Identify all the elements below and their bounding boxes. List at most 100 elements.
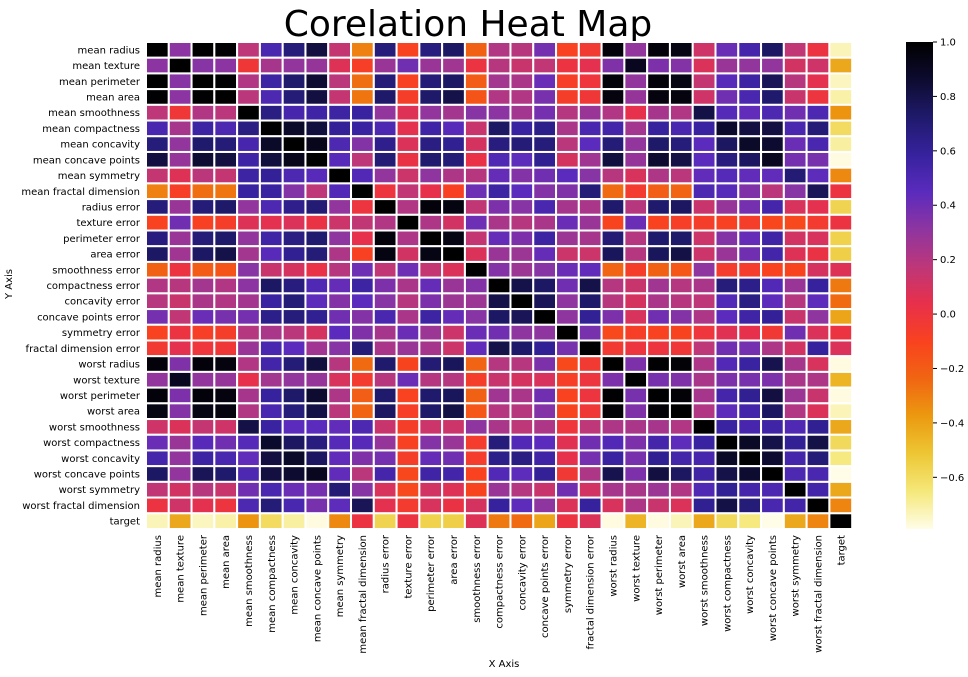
heatmap-cell	[760, 386, 785, 405]
heatmap-cell	[782, 308, 808, 326]
heatmap-cell	[737, 135, 763, 153]
heatmap-cell	[350, 135, 375, 153]
heatmap-cell	[646, 355, 671, 373]
heatmap-cell	[304, 276, 330, 295]
heatmap-cell	[646, 370, 671, 389]
heatmap-cell	[600, 41, 626, 59]
heatmap-cell	[600, 386, 626, 405]
heatmap-cell	[145, 402, 170, 421]
heatmap-cell	[532, 386, 558, 405]
heatmap-cell	[577, 480, 603, 499]
x-tick-label: mean texture	[176, 535, 187, 603]
heatmap-cell	[167, 292, 193, 311]
heatmap-cell	[145, 308, 170, 326]
heatmap-cell	[258, 402, 284, 421]
heatmap-cell	[600, 182, 626, 201]
heatmap-cell	[213, 41, 239, 59]
heatmap-cell	[782, 386, 808, 405]
heatmap-cell	[441, 182, 466, 201]
heatmap-cell	[555, 135, 580, 153]
heatmap-cell	[668, 480, 694, 499]
heatmap-cell	[737, 480, 763, 499]
heatmap-cell	[555, 418, 580, 436]
y-tick-label: mean area	[86, 92, 140, 103]
heatmap-cell	[167, 182, 193, 201]
y-tick-label: symmetry error	[62, 328, 141, 339]
heatmap-cell	[737, 496, 763, 515]
heatmap-cell	[486, 355, 512, 373]
heatmap-cell	[281, 135, 307, 153]
x-tick-label: worst radius	[608, 535, 619, 597]
heatmap-cell	[463, 198, 489, 216]
heatmap-cell	[714, 119, 740, 138]
heatmap-cell	[418, 103, 444, 122]
heatmap-cell	[782, 512, 808, 531]
x-tick-label: mean perimeter	[198, 534, 209, 616]
heatmap-cell	[167, 465, 193, 483]
x-tick-label: mean smoothness	[244, 535, 255, 627]
heatmap-cell	[145, 213, 170, 232]
heatmap-cell	[418, 245, 444, 263]
heatmap-cell	[463, 260, 489, 279]
heatmap-cell	[691, 119, 717, 138]
heatmap-cell	[532, 229, 558, 248]
heatmap-cell	[555, 229, 580, 248]
heatmap-cell	[213, 465, 239, 483]
heatmap-cell	[418, 449, 444, 468]
heatmap-cell	[441, 355, 466, 373]
heatmap-cell	[304, 88, 330, 106]
heatmap-cell	[509, 496, 535, 515]
heatmap-cell	[600, 512, 626, 531]
heatmap-cell	[782, 213, 808, 232]
heatmap-cell	[418, 88, 444, 106]
heatmap-cell	[236, 150, 261, 169]
heatmap-cell	[395, 370, 421, 389]
heatmap-cell	[691, 245, 717, 263]
heatmap-cell	[805, 41, 831, 59]
heatmap-cell	[167, 480, 193, 499]
heatmap-cell	[646, 418, 671, 436]
heatmap-cell	[577, 418, 603, 436]
heatmap-cell	[509, 119, 535, 138]
heatmap-cell	[258, 418, 284, 436]
heatmap-cell	[190, 292, 216, 311]
heatmap-cell	[281, 418, 307, 436]
heatmap-cell	[623, 229, 649, 248]
heatmap-cell	[327, 150, 353, 169]
heatmap-cell	[350, 402, 375, 421]
heatmap-cell	[304, 150, 330, 169]
heatmap-cell	[509, 41, 535, 59]
heatmap-cell	[600, 213, 626, 232]
heatmap-cell	[372, 103, 398, 122]
heatmap-cell	[509, 323, 535, 342]
x-tick-label: mean area	[221, 535, 232, 589]
heatmap-cell	[532, 433, 558, 452]
heatmap-cell	[213, 339, 239, 358]
heatmap-cell	[737, 370, 763, 389]
heatmap-cell	[714, 370, 740, 389]
heatmap-cell	[327, 245, 353, 263]
heatmap-cell	[828, 449, 854, 468]
heatmap-cell	[805, 339, 831, 358]
heatmap-cell	[258, 135, 284, 153]
heatmap-cell	[714, 418, 740, 436]
heatmap-cell	[623, 465, 649, 483]
heatmap-cell	[623, 323, 649, 342]
heatmap-cell	[486, 150, 512, 169]
heatmap-cell	[486, 386, 512, 405]
heatmap-cell	[395, 260, 421, 279]
heatmap-cell	[395, 323, 421, 342]
heatmap-cell	[600, 56, 626, 75]
heatmap-cell	[486, 135, 512, 153]
y-axis-label: Y Axis	[4, 269, 15, 300]
heatmap-cell	[167, 308, 193, 326]
heatmap-cell	[737, 119, 763, 138]
heatmap-cell	[668, 72, 694, 91]
heatmap-cell	[646, 88, 671, 106]
heatmap-cell	[258, 260, 284, 279]
heatmap-cell	[668, 119, 694, 138]
heatmap-cell	[646, 150, 671, 169]
heatmap-cell	[441, 56, 466, 75]
heatmap-cell	[782, 135, 808, 153]
heatmap-cell	[236, 512, 261, 531]
